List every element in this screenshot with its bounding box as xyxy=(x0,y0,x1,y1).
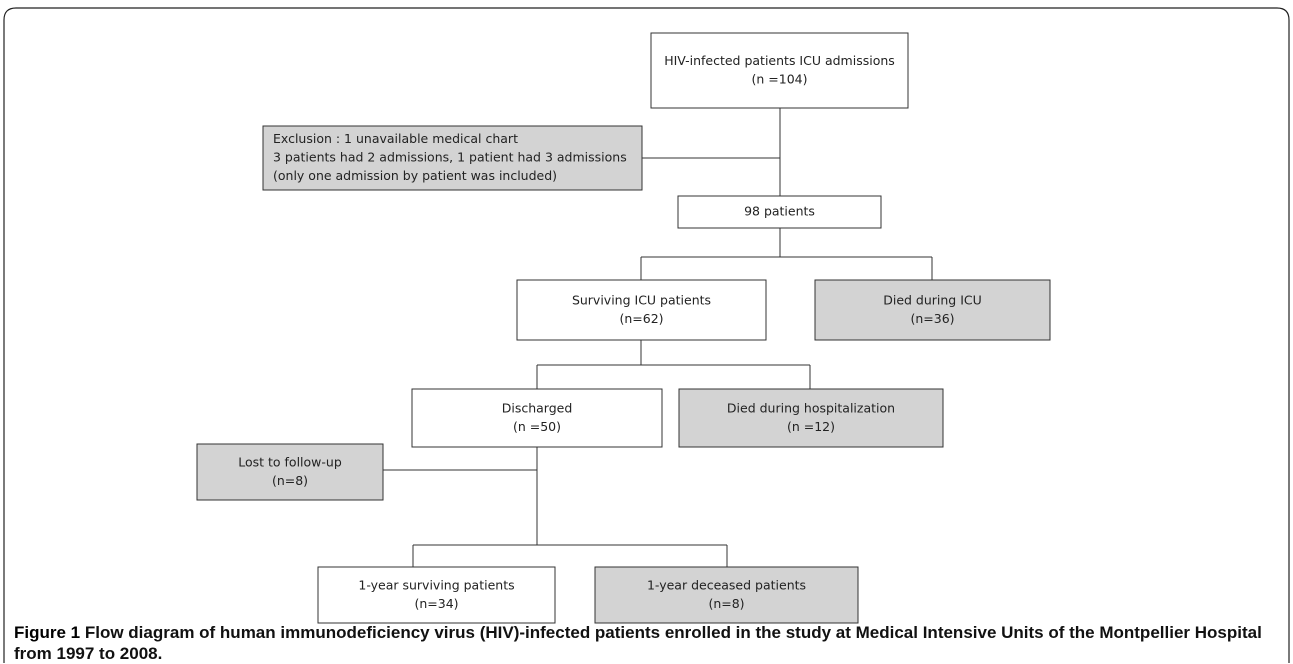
box-label: (n =12) xyxy=(787,419,835,434)
box-label: 1-year deceased patients xyxy=(647,577,806,592)
flow-box xyxy=(411,388,663,448)
flow-box xyxy=(262,125,643,191)
box-label: 98 patients xyxy=(744,204,815,219)
box-label: (n=8) xyxy=(708,596,744,611)
flow-box xyxy=(594,566,859,624)
flow-box xyxy=(516,279,767,341)
connectors xyxy=(383,108,933,567)
flow-box xyxy=(677,195,882,229)
box-label: (n =104) xyxy=(752,71,808,86)
box-label: HIV-infected patients ICU admissions xyxy=(664,53,895,68)
caption: Figure 1 Flow diagram of human immunodef… xyxy=(14,622,1279,664)
box-label: Exclusion : 1 unavailable medical chart xyxy=(273,131,518,146)
box-label: (n =50) xyxy=(513,419,561,434)
frame xyxy=(3,7,1290,663)
caption-label: Figure 1 xyxy=(14,623,81,642)
flow-box xyxy=(650,32,909,109)
box-label: (n=34) xyxy=(414,596,458,611)
box-label: (n=8) xyxy=(272,473,308,488)
box-label: (n=36) xyxy=(910,311,954,326)
box-label: 3 patients had 2 admissions, 1 patient h… xyxy=(273,150,627,165)
box-label: Surviving ICU patients xyxy=(572,292,711,307)
box-label: 1-year surviving patients xyxy=(358,577,514,592)
flow-box xyxy=(814,279,1051,341)
box-label: (n=62) xyxy=(619,311,663,326)
caption-text: Flow diagram of human immunodeficiency v… xyxy=(14,623,1262,663)
flow-box xyxy=(678,388,944,448)
box-label: Lost to follow-up xyxy=(238,454,342,469)
box-label: Died during ICU xyxy=(883,292,982,307)
box-label: Died during hospitalization xyxy=(727,400,895,415)
box-label: Discharged xyxy=(502,400,573,415)
flow-box xyxy=(196,443,384,501)
flow-box xyxy=(317,566,556,624)
box-label: (only one admission by patient was inclu… xyxy=(273,168,557,183)
